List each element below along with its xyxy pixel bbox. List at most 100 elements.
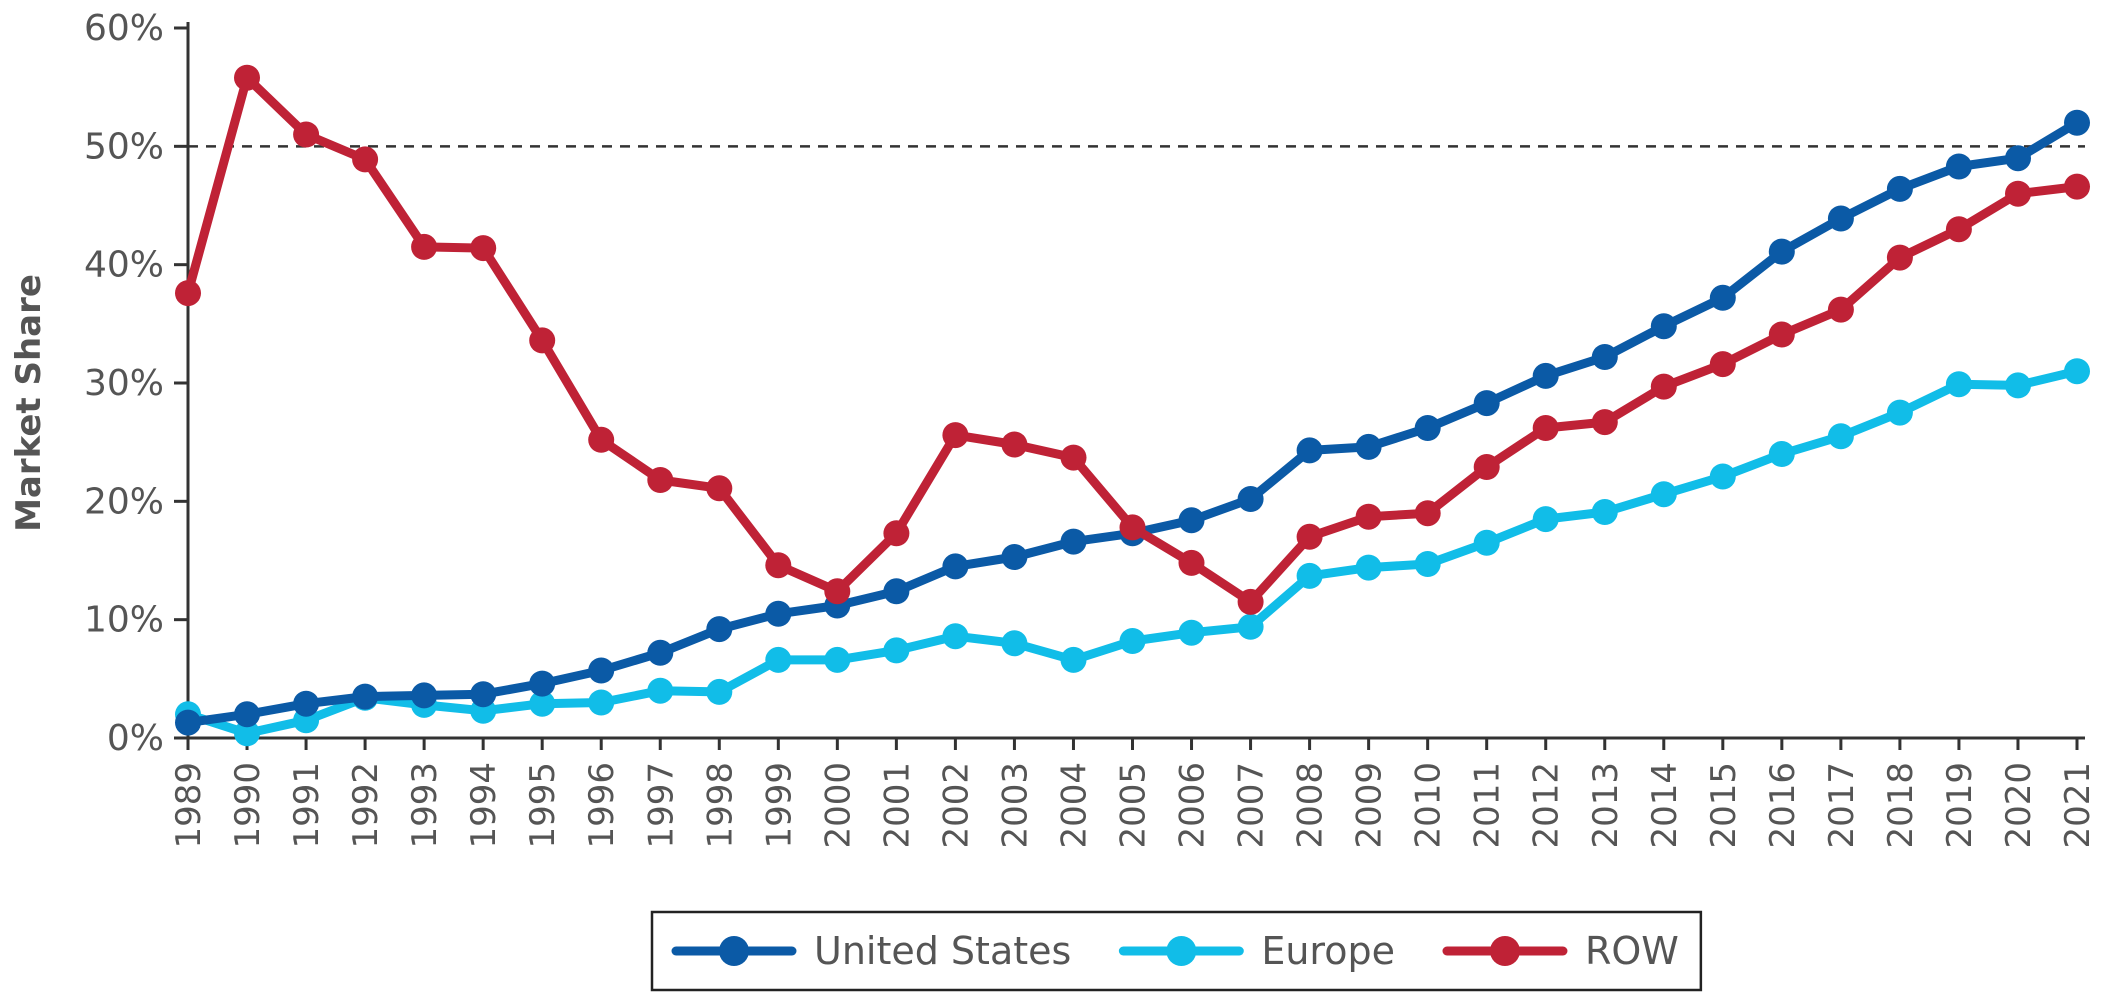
data-point [1886,175,1913,202]
data-point [1473,454,1500,480]
data-point [1237,588,1264,615]
x-tick-label: 2016 [1763,762,1803,849]
x-tick-label: 1998 [700,762,740,849]
legend-marker [1166,936,1197,966]
data-point [1945,153,1972,180]
data-point [706,616,733,643]
data-point [1768,321,1795,348]
legend-marker [1489,936,1520,966]
x-tick-label: 2005 [1114,762,1154,849]
data-point [1060,528,1087,555]
data-point [293,121,320,148]
data-point [470,235,497,262]
data-point [1237,486,1264,512]
y-tick-label: 0% [107,718,164,759]
data-point [883,578,910,605]
x-tick-label: 1994 [464,762,504,849]
data-point [2064,173,2090,200]
data-point [1768,441,1795,467]
y-tick-label: 20% [84,481,164,522]
data-point [1768,238,1795,265]
data-point [1473,529,1500,556]
data-point [234,720,260,747]
data-point [1001,431,1028,458]
data-point [824,646,851,673]
y-axis-ticks: 0% 10% 20% 30% 40% 50% 60% [84,8,188,759]
x-tick-label: 1996 [582,762,622,849]
x-tick-label: 2014 [1645,762,1685,849]
data-point [1178,619,1205,646]
data-point [588,689,615,716]
data-point [765,646,792,673]
legend-item-united-states: United States [671,929,1071,973]
data-point [1001,544,1028,570]
legend-label: Europe [1261,929,1395,973]
x-tick-label: 1993 [405,762,445,849]
x-axis-ticks: 1989 1990 1991 1992 1993 1994 1995 1996 1997 1998… [169,738,2098,849]
data-point [588,657,615,684]
data-point [1532,415,1559,441]
legend-label: ROW [1585,929,1679,973]
data-point [175,709,201,736]
data-point [1414,500,1441,527]
data-point [942,553,969,580]
data-point [2005,180,2031,207]
data-point [706,475,733,502]
y-tick-label: 50% [84,126,164,167]
x-tick-label: 2020 [1999,762,2039,849]
data-point [1709,463,1736,490]
data-point [1119,628,1146,654]
data-point [1119,514,1146,541]
data-point [942,623,969,650]
data-point [529,327,556,354]
data-point [470,681,497,708]
data-point [1650,313,1677,340]
x-tick-label: 2008 [1291,762,1331,849]
data-point [588,426,615,453]
x-tick-label: 1995 [523,762,563,849]
legend-marker [719,936,749,966]
data-point [1414,415,1441,441]
data-point [1178,507,1205,534]
y-tick-label: 10% [84,600,164,641]
data-point [352,683,379,710]
legend: United States Europe ROW [650,910,1703,992]
x-tick-label: 1997 [641,762,681,849]
data-point [529,690,556,717]
x-tick-label: 2021 [2058,762,2098,849]
x-tick-label: 2017 [1822,762,1862,849]
data-point [1650,481,1677,508]
data-point [1296,562,1323,589]
data-point [1591,499,1618,525]
x-tick-label: 2011 [1468,762,1508,849]
data-point [352,146,379,173]
x-tick-label: 2000 [818,762,858,849]
data-point [942,422,969,449]
data-point [647,677,674,704]
x-tick-label: 2001 [877,762,917,849]
data-point [765,600,792,627]
legend-label: United States [814,929,1071,973]
x-tick-label: 2012 [1527,762,1567,849]
x-tick-label: 1991 [287,762,327,849]
data-point [2064,109,2090,136]
series-layer [175,64,2090,747]
data-point [765,552,792,579]
data-point [1296,437,1323,464]
series-europe [175,358,2090,747]
data-point [1296,523,1323,550]
y-axis-label: Market Share [9,274,49,532]
data-point [706,678,733,705]
series-row [175,64,2090,615]
x-tick-label: 2007 [1232,762,1272,849]
data-point [1945,371,1972,398]
data-point [647,467,674,493]
x-tick-label: 1989 [169,762,209,849]
data-point [1886,399,1913,426]
x-tick-label: 2015 [1704,762,1744,849]
data-point [2005,145,2031,172]
legend-item-row: ROW [1442,929,1679,973]
data-point [2005,372,2031,399]
x-tick-label: 2006 [1173,762,1213,849]
